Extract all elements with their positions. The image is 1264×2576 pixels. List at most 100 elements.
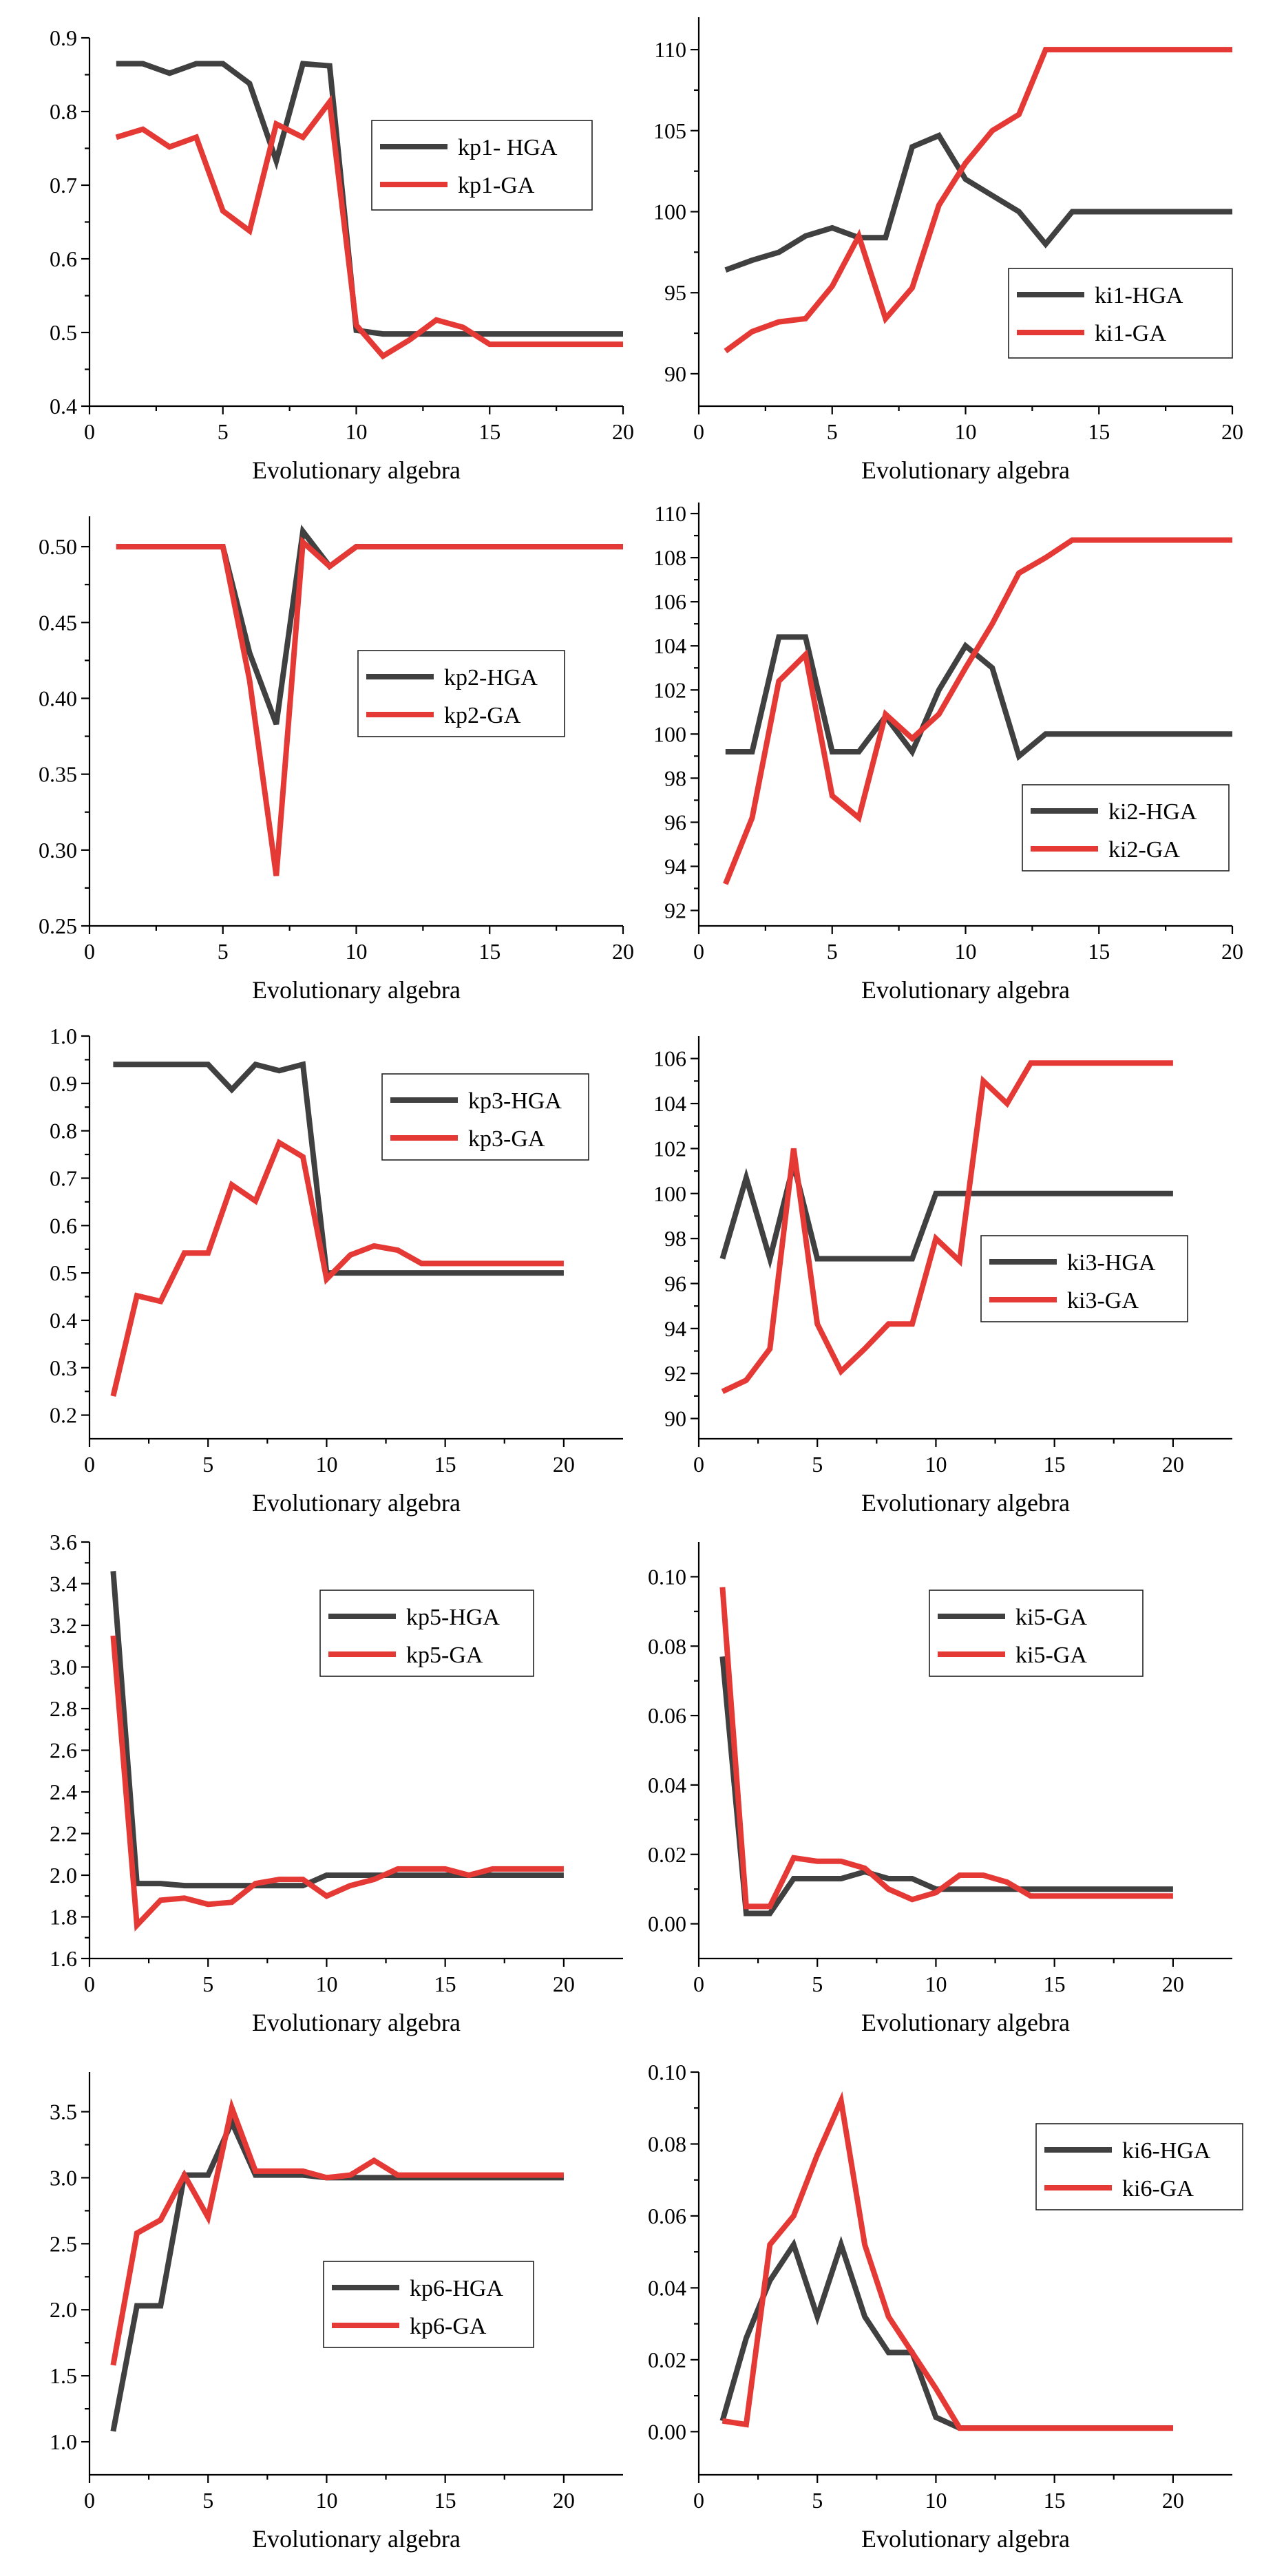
y-tick-label: 0.6	[50, 246, 77, 271]
y-tick-label: 0.7	[50, 1165, 77, 1190]
x-tick-label: 10	[925, 1452, 947, 1477]
x-axis-title: Evolutionary algebra	[252, 2009, 461, 2036]
y-tick-label: 95	[664, 280, 686, 305]
x-tick-label: 0	[693, 2488, 704, 2513]
x-tick-label: 5	[218, 939, 229, 964]
x-tick-label: 5	[827, 939, 838, 964]
x-tick-label: 15	[478, 419, 501, 444]
series-line-ki1-hga	[724, 131, 1232, 273]
y-tick-label: 0.35	[39, 762, 77, 787]
series-line-ki5-ga	[719, 1587, 1173, 1910]
legend-label: kp5-HGA	[406, 1605, 500, 1630]
y-tick-label: 0.02	[648, 1842, 686, 1867]
y-tick-label: 96	[664, 810, 686, 834]
y-tick-label: 106	[653, 1046, 686, 1071]
y-tick-label: 0.50	[39, 534, 77, 559]
y-tick-label: 3.4	[50, 1572, 77, 1596]
y-tick-label: 98	[664, 1226, 686, 1251]
y-tick-label: 0.06	[648, 2204, 686, 2228]
y-tick-label: 2.6	[50, 1738, 77, 1763]
x-tick-label: 5	[812, 1452, 823, 1477]
y-tick-label: 0.2	[50, 1403, 77, 1428]
x-axis-title: Evolutionary algebra	[861, 976, 1070, 1004]
legend-label: ki1-GA	[1095, 321, 1166, 346]
chart-panel-5: 0 5 10 15 20 0.2 0.3 0.4 0.5 0.6 0.7 0.8 0.9 1.0 Evolu…	[50, 1024, 623, 1517]
legend: kp1- HGA kp1-GA	[371, 120, 593, 211]
y-tick-label: 2.0	[50, 2297, 77, 2322]
y-tick-label: 105	[653, 118, 686, 143]
legend-label: kp3-HGA	[468, 1088, 562, 1114]
y-tick-label: 0.3	[50, 1355, 77, 1380]
x-tick-label: 10	[315, 1972, 337, 1996]
y-tick-label: 3.6	[50, 1530, 77, 1554]
legend-label: ki5-GA	[1015, 1643, 1087, 1668]
series-line-kp5-hga	[110, 1570, 564, 1889]
x-axis-title: Evolutionary algebra	[861, 1489, 1070, 1517]
x-tick-label: 0	[84, 1972, 95, 1996]
y-tick-label: 98	[664, 766, 686, 790]
x-tick-label: 20	[612, 939, 634, 964]
y-tick-label: 104	[653, 633, 686, 658]
y-tick-label: 1.5	[50, 2363, 77, 2388]
y-tick-label: 0.8	[50, 99, 77, 124]
x-tick-label: 0	[84, 939, 95, 964]
x-tick-label: 0	[84, 1452, 95, 1477]
legend-label: ki3-GA	[1067, 1288, 1139, 1313]
chart-panel-2: 0 5 10 15 20 90 95 100 105 110 Evolutionary algebr…	[653, 17, 1243, 484]
x-tick-label: 15	[1088, 939, 1110, 964]
y-tick-label: 94	[664, 1316, 686, 1341]
y-tick-label: 90	[664, 1406, 686, 1431]
series-line-kp5-ga	[110, 1635, 564, 1932]
x-tick-label: 5	[812, 2488, 823, 2513]
series-line-ki5-ga	[719, 1656, 1173, 1917]
y-tick-label: 1.6	[50, 1946, 77, 1971]
legend-label: ki5-GA	[1015, 1605, 1087, 1630]
y-tick-label: 110	[654, 37, 686, 62]
y-tick-label: 106	[653, 589, 686, 614]
y-tick-label: 2.5	[50, 2231, 77, 2256]
x-tick-label: 0	[693, 939, 704, 964]
series-line-ki1-ga	[724, 47, 1232, 354]
series-line-ki3-ga	[721, 1060, 1173, 1395]
y-tick-label: 92	[664, 1361, 686, 1386]
y-tick-label: 0.25	[39, 914, 77, 938]
x-tick-label: 10	[925, 1972, 947, 1996]
y-tick-label: 2.2	[50, 1822, 77, 1846]
legend-box	[371, 120, 593, 211]
x-tick-label: 5	[202, 1972, 213, 1996]
series-line-ki2-ga	[723, 537, 1232, 885]
y-tick-label: 2.8	[50, 1696, 77, 1721]
legend-box	[1008, 268, 1233, 359]
legend: kp2-HGA kp2-GA	[357, 650, 565, 737]
legend-label: kp6-HGA	[410, 2276, 503, 2301]
y-tick-label: 108	[653, 545, 686, 570]
y-tick-label: 0.5	[50, 1260, 77, 1285]
y-tick-label: 0.4	[50, 1308, 77, 1333]
x-tick-label: 10	[315, 1452, 337, 1477]
y-tick-label: 0.08	[648, 2131, 686, 2156]
y-tick-label: 1.0	[50, 1024, 77, 1048]
x-tick-label: 10	[346, 419, 368, 444]
x-tick-label: 20	[1162, 1972, 1184, 1996]
x-tick-label: 15	[1044, 1452, 1066, 1477]
legend-label: ki1-HGA	[1095, 283, 1183, 308]
y-tick-label: 100	[653, 1181, 686, 1206]
y-tick-label: 0.04	[648, 2275, 686, 2300]
y-tick-label: 0.5	[50, 320, 77, 345]
x-tick-label: 10	[955, 419, 977, 444]
legend-label: kp6-GA	[410, 2314, 487, 2339]
x-axis-title: Evolutionary algebra	[861, 2525, 1070, 2553]
y-tick-label: 0.00	[648, 2419, 686, 2444]
legend: ki6-HGA ki6-GA	[1035, 2123, 1243, 2210]
legend-box	[929, 1590, 1144, 1677]
series-line-kp3-hga	[113, 1061, 564, 1276]
x-axis-title: Evolutionary algebra	[252, 2525, 461, 2553]
legend-label: kp1- HGA	[458, 135, 558, 160]
y-tick-label: 96	[664, 1271, 686, 1296]
y-tick-label: 3.0	[50, 2165, 77, 2190]
y-tick-label: 100	[653, 200, 686, 224]
y-tick-label: 0.8	[50, 1119, 77, 1143]
y-tick-label: 0.10	[648, 2060, 686, 2084]
y-tick-label: 3.5	[50, 2100, 77, 2124]
y-tick-label: 0.9	[50, 25, 77, 50]
